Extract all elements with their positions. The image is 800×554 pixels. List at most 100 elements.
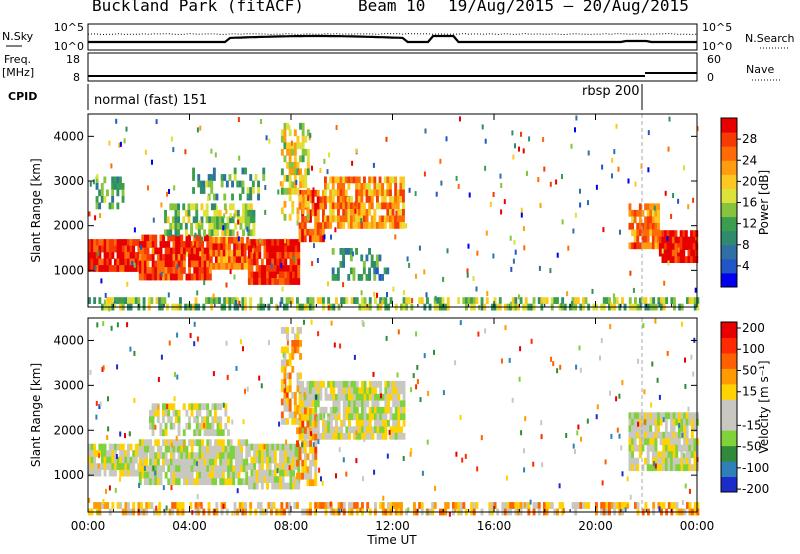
data-cell <box>400 413 403 421</box>
data-cell <box>286 398 289 406</box>
data-cell <box>255 265 259 272</box>
data-cell <box>297 239 301 246</box>
data-cell <box>389 209 392 216</box>
data-cell <box>167 439 171 447</box>
data-cell <box>384 426 388 434</box>
data-cell <box>670 297 674 304</box>
data-cell <box>335 406 338 414</box>
data-cell <box>303 446 307 454</box>
data-cell <box>298 453 302 461</box>
data-cell <box>273 265 277 272</box>
data-cell <box>677 438 681 446</box>
data-cell <box>511 502 515 509</box>
data-cell <box>696 297 700 304</box>
data-cell <box>301 446 305 454</box>
data-cell <box>342 196 346 203</box>
data-cell <box>657 229 660 237</box>
data-cell <box>149 439 152 447</box>
data-cell <box>98 202 102 210</box>
speck <box>549 181 552 187</box>
data-cell <box>280 346 284 354</box>
data-cell <box>296 333 300 341</box>
data-cell <box>331 209 335 216</box>
speck <box>330 234 332 240</box>
data-cell <box>342 419 346 427</box>
data-cell <box>276 239 280 246</box>
data-cell <box>311 297 315 304</box>
data-cell <box>249 203 253 211</box>
speck <box>407 507 410 513</box>
data-cell <box>400 380 403 388</box>
speck <box>595 414 598 420</box>
speck <box>309 132 312 138</box>
data-cell <box>164 471 168 479</box>
data-cell <box>314 420 318 428</box>
speck <box>342 282 345 288</box>
data-cell <box>397 413 401 421</box>
data-cell <box>193 267 197 274</box>
data-cell <box>243 262 247 270</box>
data-cell <box>288 353 292 360</box>
data-cell <box>98 502 102 509</box>
y-tick-label-1000: 1000 <box>53 263 84 277</box>
data-cell <box>284 456 288 464</box>
colorbar-label-6: -100 <box>742 461 769 475</box>
data-cell <box>472 297 476 304</box>
data-cell <box>119 176 122 184</box>
speck <box>386 292 388 297</box>
data-cell <box>132 450 136 457</box>
data-cell <box>693 457 697 465</box>
data-cell <box>219 478 223 486</box>
data-cell <box>279 456 282 464</box>
data-cell <box>543 297 546 304</box>
speck <box>126 281 129 287</box>
data-cell <box>400 502 403 509</box>
speck <box>485 230 488 236</box>
data-cell <box>255 443 259 451</box>
data-cell <box>229 439 233 447</box>
data-cell <box>167 465 171 473</box>
data-cell <box>381 222 385 229</box>
data-cell <box>286 372 289 380</box>
speck <box>354 201 357 207</box>
data-cell <box>299 372 302 380</box>
data-cell <box>574 297 578 304</box>
data-cell <box>273 258 277 266</box>
speck <box>346 196 349 202</box>
speck <box>212 371 215 377</box>
data-cell <box>159 422 163 430</box>
data-cell <box>326 215 330 223</box>
data-cell <box>368 209 372 216</box>
data-cell <box>357 222 361 229</box>
speck <box>89 181 92 187</box>
data-cell <box>249 216 253 224</box>
data-cell <box>501 502 505 509</box>
data-cell <box>233 256 237 264</box>
speck <box>254 242 257 248</box>
data-cell <box>365 222 369 229</box>
data-cell <box>361 387 364 395</box>
data-cell <box>670 438 673 446</box>
data-cell <box>119 239 123 246</box>
data-cell <box>286 469 290 477</box>
data-cell <box>314 459 318 467</box>
data-cell <box>633 235 637 243</box>
data-cell <box>281 469 285 477</box>
data-cell <box>193 439 197 447</box>
data-cell <box>167 445 171 453</box>
data-cell <box>397 387 401 395</box>
data-cell <box>370 215 374 223</box>
data-region-2 <box>209 236 250 270</box>
data-cell <box>649 438 653 446</box>
data-cell <box>316 196 320 204</box>
data-cell <box>673 502 676 509</box>
data-cell <box>664 425 668 433</box>
data-cell <box>124 265 128 272</box>
data-cell <box>654 216 658 224</box>
data-cell <box>383 189 387 197</box>
data-cell <box>259 502 263 509</box>
data-cell <box>345 400 349 408</box>
data-cell <box>156 254 160 261</box>
data-cell <box>371 432 375 440</box>
colorbar-segment-10 <box>721 322 737 338</box>
